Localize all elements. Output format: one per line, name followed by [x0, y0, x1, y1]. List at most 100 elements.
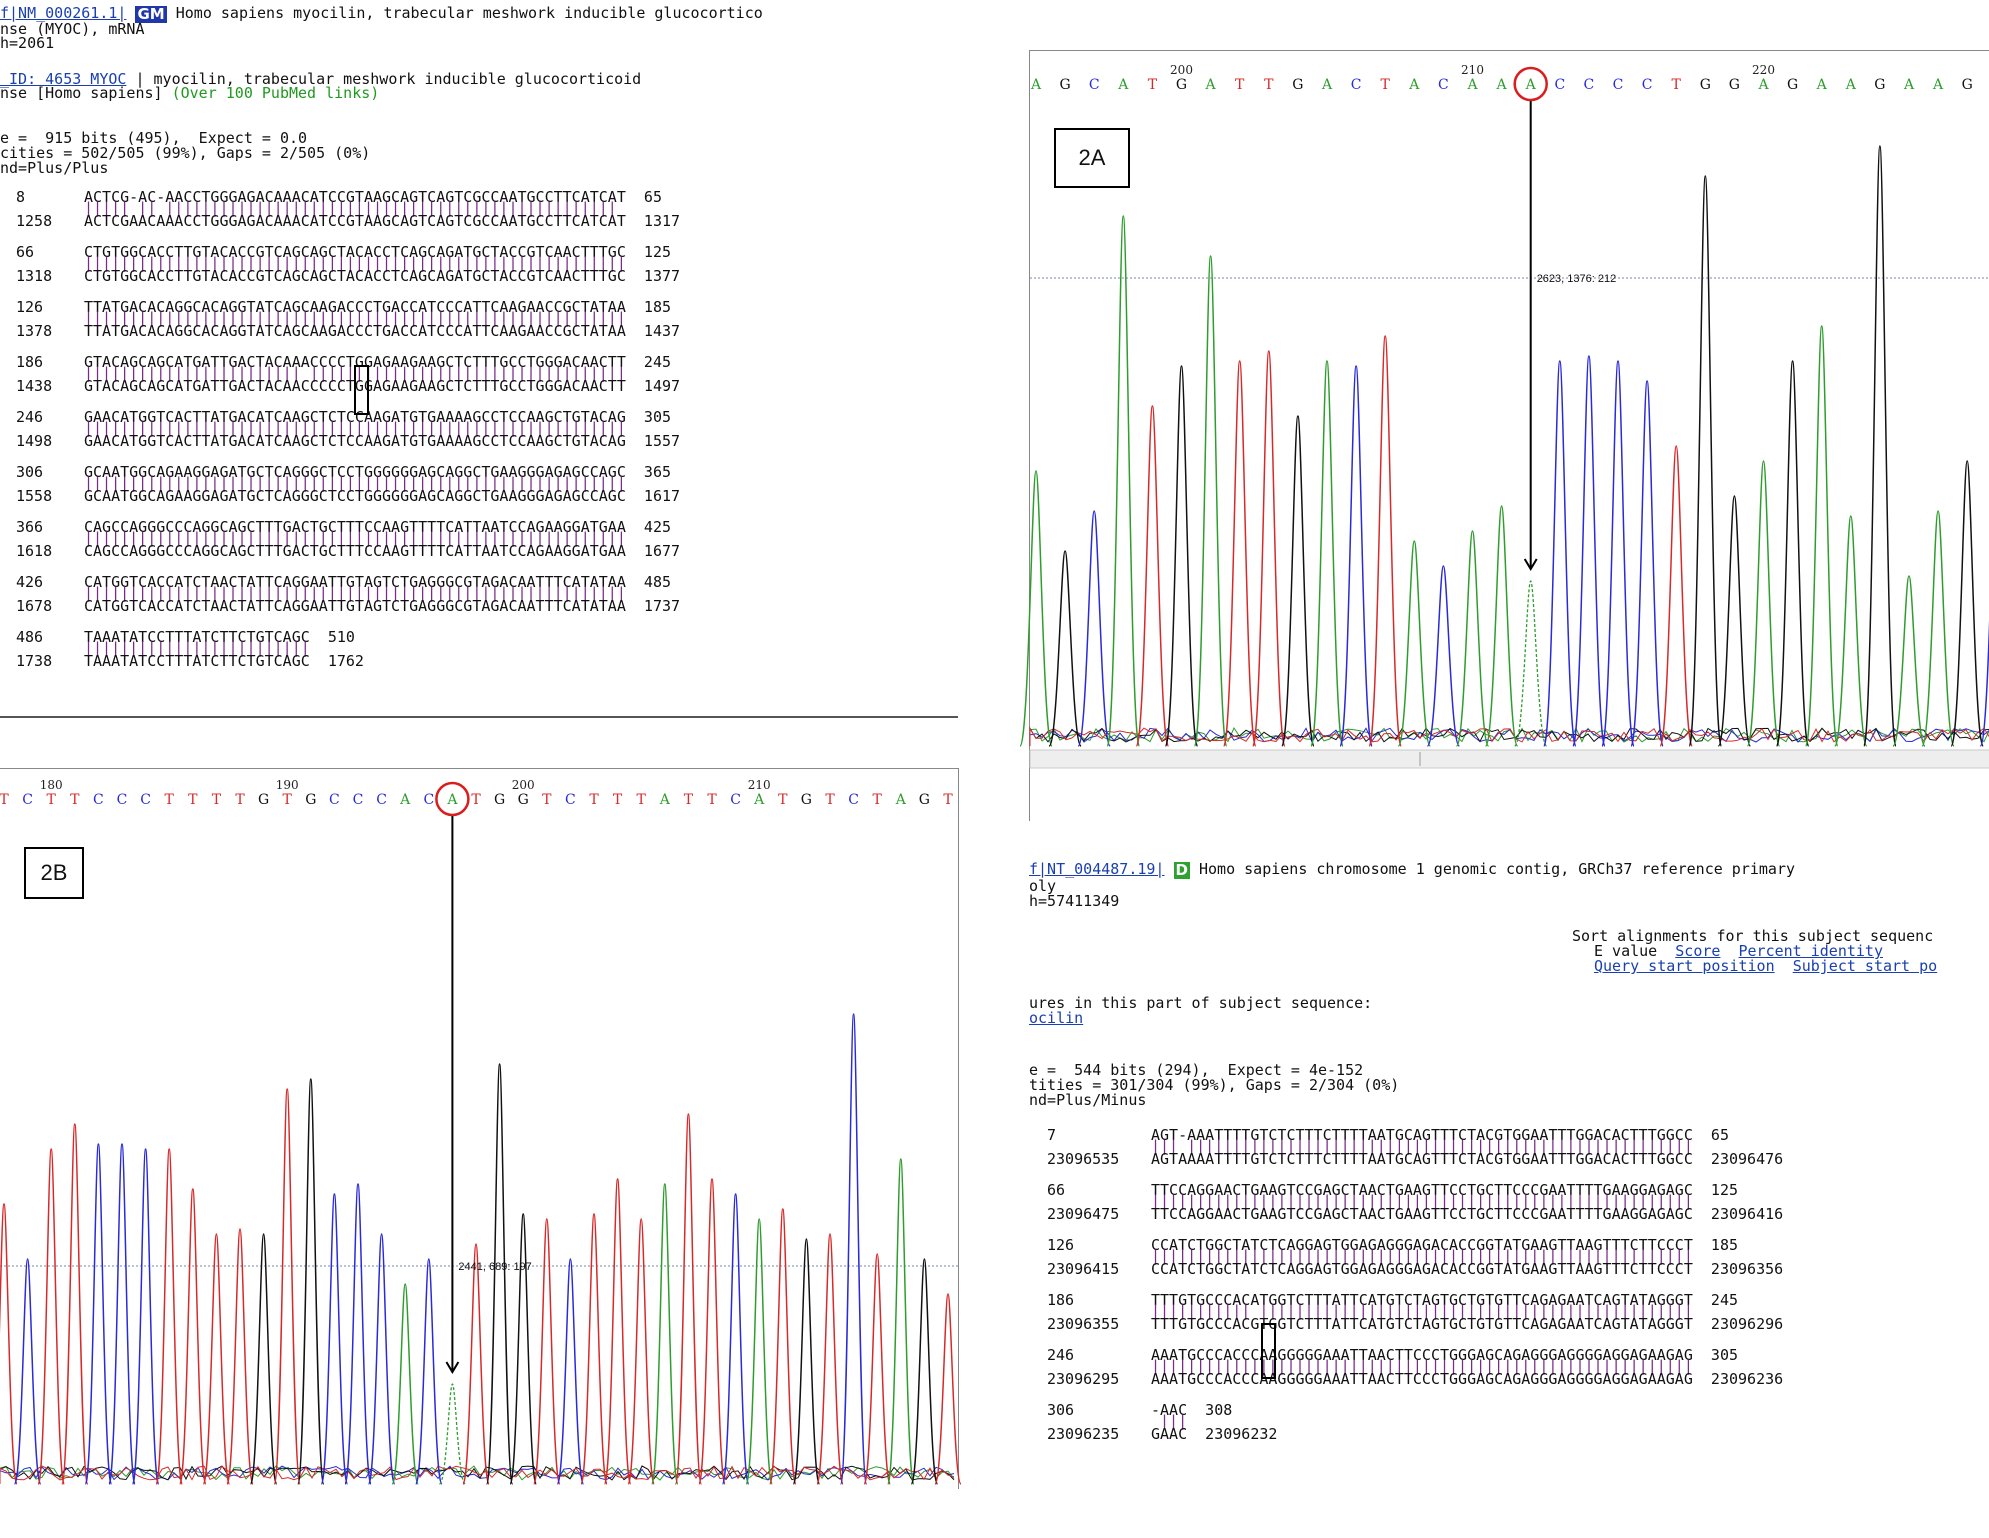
accession-link[interactable]: f|NT_004487.19| [1029, 860, 1165, 878]
base-call-t: T [778, 792, 788, 808]
base-call-g: G [1060, 77, 1071, 93]
position-start: 1558 [16, 487, 53, 505]
subject-row: 1258 ACTCGAACAAACCTGGGAGACAAACATCCGTAAGCA… [16, 214, 680, 229]
match-row: ||||||||||||||||||||||||||||||||||||||||… [16, 421, 680, 436]
match-row: ||| ||||||||||||||||||||||||||||||||||||… [1047, 1139, 1783, 1154]
subject-row: 23096235 GAAC 23096232 [1047, 1425, 1783, 1443]
sort-score-link[interactable]: Score [1675, 942, 1721, 960]
base-call-a: A [1205, 77, 1217, 93]
base-call-a: A [446, 792, 458, 808]
base-call-c: C [1613, 77, 1624, 93]
position-start: 186 [1047, 1291, 1075, 1309]
subject-row-sequence: AAATGCCCACCCAAGGGGGAAATTAACTTCCCTGGGAGCA… [1151, 1370, 1693, 1388]
alignment-segment: 306 -AAC 308 ||| 23096235 GAAC 23096232 [1047, 1403, 1783, 1443]
subject-row-sequence: CTGTGGCACCTTGTACACCGTCAGCAGCTACACCTCAGCA… [84, 267, 626, 285]
trace-peak-a [1892, 575, 1926, 747]
alignment-strand: nd=Plus/Plus [0, 159, 109, 177]
accession-link[interactable]: f|NM_000261.1| [0, 4, 127, 22]
base-call-g: G [305, 792, 316, 808]
trace-peak-a [1397, 540, 1432, 747]
pubmed-links[interactable]: (Over 100 PubMed links) [171, 84, 380, 102]
alignment-block: 8 ACTCG-AC-AACCTGGGAGACAAACATCCGTAAGCAGTC… [16, 190, 680, 685]
trace-peak-c [1601, 360, 1635, 747]
sort-percent-link[interactable]: Percent identity [1738, 942, 1884, 960]
trace-peak-g [1863, 145, 1897, 747]
trace-peak-t [934, 1293, 962, 1485]
gene-line: _ID: 4653 MYOC | myocilin, trabecular me… [0, 72, 641, 87]
match-row: |||||||||||||||||||||||| |||||||||||||||… [16, 366, 680, 381]
base-call-t: T [1672, 77, 1682, 93]
base-call-c: C [1089, 77, 1100, 93]
match-row: ||||||||||||||||||||||||||||||||||||||||… [1047, 1194, 1783, 1209]
base-call-c: C [1642, 77, 1653, 93]
trace-peak-a [1834, 515, 1868, 747]
sort-subject-start-link[interactable]: Subject start po [1792, 957, 1938, 975]
subject-row-sequence: TTCCAGGAACTGAAGTCCGAGCTAACTGAAGTTCCTGCTT… [1151, 1205, 1693, 1223]
match-row-sequence: ||||||||||| ||||||||||||||||||||||||||||… [1151, 1302, 1693, 1320]
base-call-a: A [1117, 77, 1129, 93]
alignment-segment: 7 AGT-AAATTTTGTCTCTTTCTTTTAATGCAGTTTCTACG… [1047, 1126, 1783, 1167]
position-start: 366 [16, 518, 44, 536]
position-start: 7 [1047, 1126, 1057, 1144]
baseline-noise-t [0, 1465, 955, 1484]
position-end: 1437 [625, 322, 681, 340]
trace-peak-g [1950, 460, 1984, 747]
sort-label: Sort alignments for this subject sequenc [1572, 927, 1934, 945]
myocilin-link[interactable]: ocilin [1029, 1009, 1084, 1027]
trace-peak-a [1484, 505, 1519, 747]
match-row-sequence: ||||||||||||||||||||||||||||||||||||||||… [1151, 1357, 1693, 1375]
dna-badge-icon[interactable]: D [1173, 861, 1190, 879]
trace-peak-t [816, 1233, 844, 1485]
position-start: 8 [16, 188, 26, 206]
position-start: 1678 [16, 597, 53, 615]
match-row: ||||||||||||||||||||||||||||||||||||||||… [16, 256, 680, 271]
trace-peak-a [391, 1283, 419, 1485]
position-end: 1377 [625, 267, 681, 285]
subject-row: 1378 TTATGACACAGGCACAGGTATCAGCAAGACCCTGAC… [16, 322, 681, 340]
subject-row-sequence: TTTGTGCCCACGTGGTCTTTATTCATGTCTAGTGCTGTGT… [1151, 1315, 1693, 1333]
hit-title: Homo sapiens myocilin, trabecular meshwo… [166, 4, 763, 22]
position-tick-label: 220 [1752, 63, 1775, 77]
trace-peak-c [1426, 565, 1461, 747]
sort-query-start-link[interactable]: Query start position [1594, 957, 1775, 975]
alignment-score: e = 915 bits (495), Expect = 0.0 [0, 129, 308, 147]
geo-badge-icon[interactable]: GM [135, 5, 167, 23]
match-row-sequence: ||||||||||||||||||||||||||||||||||||||||… [1151, 1192, 1693, 1210]
query-row: 126 CCATCTGGCTATCTCAGGAGTGGAGAGGGAGACACCG… [1047, 1236, 1783, 1254]
gene-line2: nse [Homo sapiens] (Over 100 PubMed link… [0, 86, 379, 101]
query-row-sequence: CAGCCAGGGCCCAGGCAGCTTTGACTGCTTTCCAAGTTTT… [84, 518, 626, 536]
position-end: 1737 [625, 597, 681, 615]
base-call-c: C [1351, 77, 1362, 93]
position-end: 185 [1692, 1236, 1739, 1254]
alignment-segment: 186 GTACAGCAGCATGATTGACTACAAACCCCTGGAGAAG… [16, 353, 680, 394]
trace-peak-c [1543, 360, 1577, 747]
query-row: 7 AGT-AAATTTTGTCTCTTTCTTTTAATGCAGTTTCTACG… [1047, 1126, 1783, 1144]
subject-row: 23096415 CCATCTGGCTATCTCAGGAGTGGAGAGGGAGA… [1047, 1262, 1783, 1277]
trace-peak-a [887, 1158, 915, 1485]
trace-peak-c [131, 1148, 160, 1485]
match-row-sequence: ||||||||||||||||||||||||||||||||||||||||… [84, 419, 626, 437]
position-start: 246 [16, 408, 44, 426]
subject-row: 1438 GTACAGCAGCATGATTGACTACAACCCCCTGGAGAA… [16, 379, 680, 394]
match-row: ||||||||||||||||||||||||||||||||||||||||… [16, 586, 680, 601]
features-label: ures in this part of subject sequence: [1029, 994, 1373, 1012]
base-call-a: A [1525, 77, 1537, 93]
position-end: 23096236 [1692, 1370, 1784, 1388]
panel-label-2b: 2B [24, 847, 84, 899]
position-start: 66 [16, 243, 35, 261]
position-start: 186 [16, 353, 44, 371]
trace-peak-t [155, 1148, 183, 1485]
gene-id-link[interactable]: _ID: 4653 MYOC [0, 70, 127, 88]
position-start: 23096235 [1047, 1425, 1120, 1443]
alignment-identities: cities = 502/505 (99%), Gaps = 2/505 (0%… [0, 144, 371, 162]
base-call-a: A [1903, 77, 1915, 93]
position-start: 66 [1047, 1181, 1066, 1199]
mutation-circle [435, 781, 470, 817]
trace-peak-a [1746, 460, 1781, 747]
subject-row: 23096535 AGTAAAATTTTGTCTCTTTCTTTTAATGCAGT… [1047, 1152, 1783, 1167]
alignment-segment: 8 ACTCG-AC-AACCTGGGAGACAAACATCCGTAAGCAGTC… [16, 188, 680, 229]
base-call-t: T [47, 792, 57, 808]
trace-peak-c [1572, 355, 1606, 747]
alignment-strand: nd=Plus/Minus [1029, 1091, 1147, 1109]
query-row: 366 CAGCCAGGGCCCAGGCAGCTTTGACTGCTTTCCAAGT… [16, 518, 680, 536]
